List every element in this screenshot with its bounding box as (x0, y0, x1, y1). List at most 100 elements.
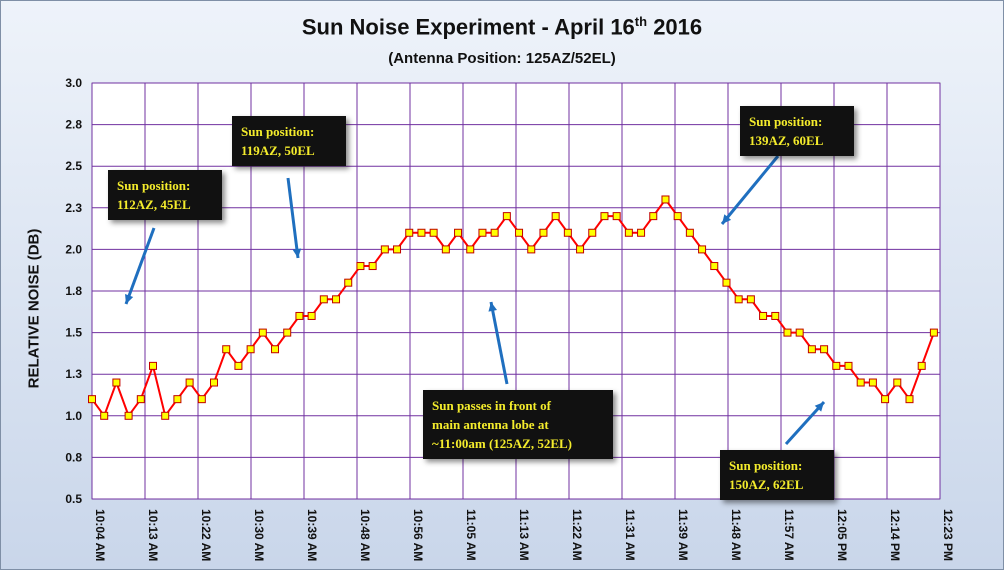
y-tick-label: 2.3 (65, 201, 82, 215)
noise-data-point (417, 228, 426, 237)
noise-data-point (185, 378, 194, 387)
noise-data-point (649, 212, 658, 221)
noise-data-point (149, 361, 158, 370)
noise-data-point (368, 262, 377, 271)
x-tick-label: 10:22 AM (199, 509, 213, 561)
x-tick-label: 12:23 PM (941, 509, 955, 561)
y-tick-label: 1.3 (65, 367, 82, 381)
callout-119az: Sun position: 119AZ, 50EL (232, 116, 346, 166)
x-tick-label: 11:22 AM (570, 509, 584, 561)
noise-data-point (136, 395, 145, 404)
noise-data-point (319, 295, 328, 304)
noise-data-point (393, 245, 402, 254)
annotation-arrowhead (814, 402, 824, 412)
noise-data-point (612, 212, 621, 221)
noise-data-point (637, 228, 646, 237)
noise-data-point (490, 228, 499, 237)
noise-data-point (295, 311, 304, 320)
noise-data-point (454, 228, 463, 237)
noise-data-point (210, 378, 219, 387)
noise-data-point (332, 295, 341, 304)
x-tick-label: 10:13 AM (146, 509, 160, 561)
y-tick-label: 0.5 (65, 492, 82, 506)
noise-data-point (759, 311, 768, 320)
noise-data-point (844, 361, 853, 370)
title-main: Sun Noise Experiment - April 16 (301, 14, 635, 40)
noise-data-point (795, 328, 804, 337)
annotation-arrowhead (488, 302, 497, 312)
noise-data-point (551, 212, 560, 221)
title-year: 2016 (647, 14, 703, 40)
noise-data-point (539, 228, 548, 237)
noise-data-point (856, 378, 865, 387)
noise-data-point (380, 245, 389, 254)
x-tick-label: 11:48 AM (729, 509, 743, 561)
callout-150az: Sun position: 150AZ, 62EL (720, 450, 834, 500)
y-tick-label: 1.8 (65, 284, 82, 298)
noise-data-point (783, 328, 792, 337)
x-tick-label: 10:48 AM (358, 509, 372, 561)
noise-data-point (112, 378, 121, 387)
noise-data-point (576, 245, 585, 254)
x-tick-label: 12:14 PM (888, 509, 902, 561)
noise-data-point (734, 295, 743, 304)
noise-data-point (307, 311, 316, 320)
noise-data-point (673, 212, 682, 221)
noise-data-point (881, 395, 890, 404)
y-tick-label: 2.0 (65, 242, 82, 256)
noise-data-point (429, 228, 438, 237)
noise-data-point (710, 262, 719, 271)
noise-data-point (441, 245, 450, 254)
noise-data-point (685, 228, 694, 237)
callout-sun-passes: Sun passes in front of main antenna lobe… (423, 390, 613, 459)
x-tick-label: 10:56 AM (411, 509, 425, 561)
noise-data-point (893, 378, 902, 387)
chart-subtitle: (Antenna Position: 125AZ/52EL) (388, 50, 616, 67)
x-tick-label: 11:31 AM (623, 509, 637, 561)
annotation-arrowhead (125, 294, 134, 304)
chart-title: Sun Noise Experiment - April 16th 2016 (0, 14, 1004, 40)
noise-data-point (466, 245, 475, 254)
noise-data-point (868, 378, 877, 387)
x-tick-label: 11:57 AM (782, 509, 796, 561)
noise-data-point (88, 395, 96, 404)
x-tick-label: 10:04 AM (93, 509, 107, 561)
x-tick-label: 12:05 PM (835, 509, 849, 561)
noise-data-point (234, 361, 243, 370)
noise-data-point (161, 411, 170, 420)
noise-data-point (356, 262, 365, 271)
noise-data-point (771, 311, 780, 320)
noise-data-point (344, 278, 353, 287)
x-tick-label: 10:39 AM (305, 509, 319, 561)
noise-data-point (624, 228, 633, 237)
noise-data-point (832, 361, 841, 370)
y-tick-label: 2.8 (65, 118, 82, 132)
x-tick-label: 11:13 AM (517, 509, 531, 561)
noise-data-point (917, 361, 926, 370)
noise-data-point (258, 328, 267, 337)
noise-series-line (91, 197, 935, 419)
x-tick-label: 10:30 AM (252, 509, 266, 561)
noise-data-point (222, 345, 231, 354)
noise-data-point (661, 195, 670, 204)
y-tick-label: 0.8 (65, 450, 82, 464)
annotation-arrow (489, 301, 509, 385)
callout-112az: Sun position: 112AZ, 45EL (108, 170, 222, 220)
y-tick-label: 1.5 (65, 326, 82, 340)
noise-data-point (271, 345, 280, 354)
noise-data-point (515, 228, 524, 237)
noise-data-point (283, 328, 292, 337)
noise-data-point (588, 228, 597, 237)
x-tick-label: 11:05 AM (464, 509, 478, 561)
callout-139az: Sun position: 139AZ, 60EL (740, 106, 854, 156)
noise-data-point (929, 328, 938, 337)
noise-data-point (405, 228, 414, 237)
noise-data-point (807, 345, 816, 354)
annotation-arrow (286, 177, 300, 259)
noise-data-point (527, 245, 536, 254)
annotation-arrowhead (722, 214, 732, 224)
noise-data-point (722, 278, 731, 287)
noise-data-point (124, 411, 133, 420)
title-superscript: th (634, 14, 648, 29)
noise-data-point (600, 212, 609, 221)
